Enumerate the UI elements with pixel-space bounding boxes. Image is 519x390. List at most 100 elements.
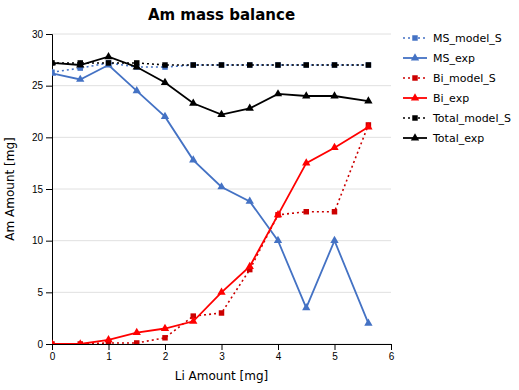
- point: [246, 104, 254, 111]
- y-axis: 051015202530: [32, 29, 53, 350]
- point: [330, 91, 338, 98]
- point: [191, 62, 196, 67]
- grid: [52, 34, 391, 344]
- tick-mark: [46, 189, 52, 190]
- tick-mark: [165, 344, 166, 350]
- tick-mark: [391, 344, 392, 350]
- grid-line: [52, 240, 391, 241]
- point: [364, 122, 372, 129]
- point: [217, 288, 225, 295]
- tick-label: 20: [32, 132, 44, 143]
- point: [332, 62, 337, 67]
- point: [217, 110, 225, 117]
- point: [191, 62, 196, 67]
- tick-mark: [109, 344, 110, 350]
- legend-label: MS_exp: [433, 52, 475, 65]
- point: [302, 158, 310, 165]
- point: [106, 60, 111, 65]
- series: [52, 122, 371, 344]
- tick-label: 15: [32, 184, 44, 195]
- legend-item: MS_exp: [403, 52, 475, 65]
- tick: 15: [32, 184, 52, 195]
- tick-label: 0: [50, 351, 56, 362]
- legend-item: Total_exp: [403, 132, 484, 145]
- point: [246, 197, 254, 204]
- tick-label: 10: [32, 235, 44, 246]
- series-line: [52, 127, 368, 344]
- legend-marker: [411, 133, 419, 140]
- legend-marker: [412, 35, 417, 40]
- point: [104, 52, 112, 59]
- x-axis: 0123456: [50, 344, 395, 362]
- point: [246, 262, 254, 269]
- tick: 0: [50, 344, 56, 362]
- tick: 6: [389, 344, 395, 362]
- point: [247, 62, 252, 67]
- legend-label: MS_model_S: [433, 32, 502, 45]
- point: [364, 319, 372, 326]
- tick-label: 1: [106, 351, 112, 362]
- point: [366, 62, 371, 67]
- point: [76, 60, 84, 67]
- series: [52, 60, 371, 68]
- grid-line: [52, 137, 391, 138]
- point: [104, 335, 112, 342]
- point: [133, 328, 141, 335]
- point: [217, 182, 225, 189]
- series-line: [52, 65, 368, 323]
- grid-line: [52, 85, 391, 86]
- title: Am mass balance: [148, 6, 295, 24]
- tick: 0: [37, 339, 52, 350]
- legend-item: MS_model_S: [403, 32, 502, 45]
- series-line: [52, 63, 368, 65]
- axis-line: [46, 35, 53, 345]
- point: [189, 316, 197, 323]
- tick: 30: [32, 29, 52, 40]
- point: [332, 209, 337, 214]
- point: [219, 310, 224, 315]
- tick-label: 2: [163, 351, 169, 362]
- chart: 0123456051015202530Am mass balanceLi Amo…: [0, 0, 519, 390]
- point: [274, 89, 282, 96]
- tick-label: 6: [389, 351, 395, 362]
- point: [161, 112, 169, 119]
- tick-mark: [222, 344, 223, 350]
- tick-label: 4: [276, 351, 282, 362]
- point: [330, 143, 338, 150]
- y-axis-title: Am Amount [mg]: [3, 137, 17, 240]
- legend-marker: [412, 75, 417, 80]
- tick-mark: [46, 344, 52, 345]
- point: [161, 324, 169, 331]
- tick: 4: [276, 344, 282, 362]
- legend-item: Bi_exp: [403, 92, 469, 105]
- tick-mark: [46, 292, 52, 293]
- point: [133, 62, 141, 69]
- point: [189, 155, 197, 162]
- series: [52, 60, 373, 326]
- point: [76, 75, 84, 82]
- point: [106, 60, 111, 65]
- series-line: [52, 125, 368, 344]
- point: [304, 209, 309, 214]
- point: [332, 62, 337, 67]
- tick-label: 0: [37, 339, 43, 350]
- tick-label: 5: [37, 287, 43, 298]
- point: [52, 68, 56, 75]
- plot: 0123456051015202530: [32, 29, 395, 362]
- tick-mark: [278, 344, 279, 350]
- point: [274, 210, 282, 217]
- series: [52, 122, 373, 344]
- marks: [52, 52, 373, 344]
- legend-label: Bi_exp: [433, 92, 469, 105]
- legend-label: Total_exp: [432, 132, 484, 145]
- point: [247, 62, 252, 67]
- tick-label: 3: [219, 351, 225, 362]
- legend-marker: [411, 93, 419, 100]
- point: [162, 335, 167, 340]
- point: [104, 60, 112, 67]
- point: [133, 86, 141, 93]
- point: [275, 62, 280, 67]
- legend-marker: [411, 53, 419, 60]
- point: [76, 339, 84, 344]
- legend-item: Total_model_S: [403, 112, 511, 125]
